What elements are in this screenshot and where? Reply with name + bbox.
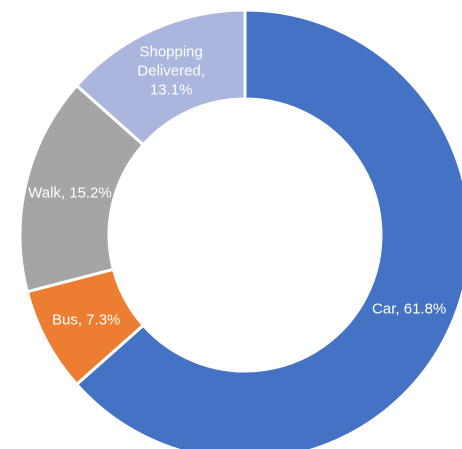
data-label: Shopping Delivered, 13.1% (137, 43, 205, 99)
slice (74, 8, 247, 147)
data-label: Bus, 7.3% (52, 311, 121, 329)
data-label: Walk, 15.2% (28, 184, 112, 202)
data-label: Car, 61.8% (372, 300, 447, 318)
slice (74, 8, 462, 449)
